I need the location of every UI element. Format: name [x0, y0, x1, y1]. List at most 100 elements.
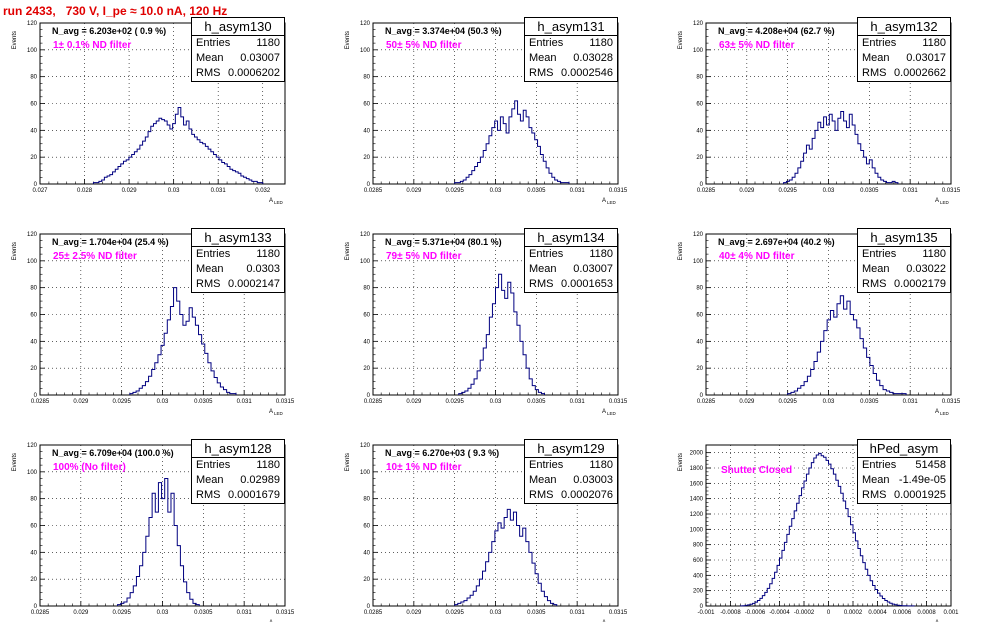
y-tick-label: 100 [27, 259, 38, 265]
stats-label: Mean [529, 263, 557, 275]
stats-label: RMS [529, 489, 554, 501]
stats-title: hPed_asym [858, 440, 950, 458]
x-tick-label: 0.0315 [276, 399, 295, 405]
y-tick-label: 100 [693, 259, 704, 265]
x-tick-label: 0.029 [73, 399, 89, 405]
y-tick-label: 80 [30, 286, 37, 292]
n-avg-note: N_avg = 2.697e+04 (40.2 %) [718, 237, 835, 247]
y-tick-label: 20 [30, 366, 37, 372]
x-tick-label: 0.029 [73, 610, 89, 616]
y-axis-label: Events [345, 31, 351, 49]
y-tick-label: 0 [34, 393, 38, 399]
y-tick-label: 40 [696, 128, 703, 134]
x-tick-label: 0.0285 [364, 188, 383, 194]
x-tick-label: 0.0315 [609, 188, 628, 194]
y-tick-label: 60 [30, 313, 37, 319]
stats-label: Entries [529, 248, 564, 260]
stats-label: Mean [862, 474, 890, 486]
x-tick-label: 0.029 [406, 399, 422, 405]
x-axis-label-subscript: LED [607, 200, 617, 205]
x-tick-label: 0.0315 [942, 188, 961, 194]
y-tick-label: 0 [700, 393, 704, 399]
stats-row-rms: RMS 0.0002147 [192, 277, 284, 292]
x-axis-label: A [269, 409, 273, 415]
y-tick-label: 1800 [690, 466, 704, 472]
y-tick-label: 40 [30, 339, 37, 345]
stats-title: h_asym135 [858, 229, 950, 247]
x-tick-label: 0.027 [32, 188, 48, 194]
x-tick-label: -0.0004 [769, 610, 790, 616]
x-tick-label: 0.0295 [112, 399, 131, 405]
stats-label: RMS [862, 278, 887, 290]
n-avg-note: N_avg = 3.374e+04 (50.3 %) [385, 26, 502, 36]
x-tick-label: 0.031 [211, 188, 227, 194]
y-tick-label: 20 [363, 577, 370, 583]
y-tick-label: 20 [30, 577, 37, 583]
x-tick-label: 0.0285 [364, 399, 383, 405]
stats-label: RMS [529, 278, 554, 290]
x-tick-label: -0.0002 [794, 610, 815, 616]
y-tick-label: 100 [27, 470, 38, 476]
stats-label: Mean [196, 52, 224, 64]
stats-box-h_asym135: h_asym135 Entries 1180 Mean 0.03022 RMS 0.0002… [857, 228, 951, 293]
x-tick-label: 0.0295 [445, 610, 464, 616]
stats-label: Mean [196, 263, 224, 275]
y-tick-label: 40 [363, 550, 370, 556]
stats-row-entries: Entries 1180 [192, 247, 284, 262]
y-tick-label: 120 [693, 232, 704, 238]
filter-label: 100% (No filter) [53, 462, 126, 473]
histogram-panel-h_asym128: 0.0285 0.029 0.0295 0.03 0.0305 0.031 0.0315 0 2… [12, 443, 295, 622]
y-tick-label: 40 [696, 339, 703, 345]
n-avg-note: N_avg = 6.270e+03 ( 9.3 %) [385, 448, 500, 458]
stats-row-mean: Mean 0.03003 [525, 473, 617, 488]
x-tick-label: 0.029 [739, 188, 755, 194]
x-axis-label: A [269, 620, 273, 622]
y-axis-label: Events [678, 242, 684, 260]
stats-title: h_asym133 [192, 229, 284, 247]
n-avg-note: N_avg = 6.203e+02 ( 0.9 %) [52, 26, 167, 36]
stats-row-mean: Mean 0.03028 [525, 51, 617, 66]
y-tick-label: 80 [363, 497, 370, 503]
y-tick-label: 80 [30, 75, 37, 81]
stats-row-rms: RMS 0.0002662 [858, 66, 950, 81]
stats-label: RMS [196, 278, 221, 290]
y-tick-label: 400 [693, 573, 704, 579]
x-tick-label: 0.0008 [917, 610, 936, 616]
stats-value: 1180 [589, 37, 613, 49]
y-tick-label: 120 [27, 232, 38, 238]
histogram-series-hPed_asym [739, 452, 915, 607]
stats-value: 1180 [256, 459, 280, 471]
x-tick-label: 0.0295 [778, 188, 797, 194]
y-tick-label: 40 [30, 128, 37, 134]
stats-value: 0.0002662 [894, 67, 946, 79]
y-tick-label: 40 [363, 339, 370, 345]
stats-box-h_asym128: h_asym128 Entries 1180 Mean 0.02989 RMS 0.0001… [191, 439, 285, 504]
stats-row-mean: Mean 0.03007 [192, 51, 284, 66]
y-tick-label: 2000 [690, 451, 704, 457]
filter-label: 79± 5% ND filter [386, 251, 462, 262]
stats-label: Entries [862, 37, 897, 49]
x-tick-label: 0.0305 [860, 399, 879, 405]
stats-value: -1.49e-05 [898, 474, 946, 486]
stats-box-h_asym134: h_asym134 Entries 1180 Mean 0.03007 RMS 0.0001… [524, 228, 618, 293]
y-tick-label: 800 [693, 543, 704, 549]
stats-label: Entries [529, 37, 564, 49]
stats-row-mean: Mean 0.03022 [858, 262, 950, 277]
x-tick-label: 0.028 [77, 188, 93, 194]
y-tick-label: 60 [696, 313, 703, 319]
stats-row-mean: Mean 0.0303 [192, 262, 284, 277]
y-tick-label: 1000 [690, 527, 704, 533]
x-tick-label: 0.03 [490, 610, 502, 616]
x-tick-label: 0.0305 [194, 399, 213, 405]
x-tick-label: 0.031 [903, 399, 919, 405]
x-axis-label-subscript: LED [940, 200, 950, 205]
filter-label: 40± 4% ND filter [719, 251, 795, 262]
x-tick-label: 0.0305 [194, 610, 213, 616]
y-tick-label: 0 [367, 182, 371, 188]
x-tick-label: 0.0315 [609, 399, 628, 405]
y-axis-label: Events [12, 31, 18, 49]
stats-value: 0.0006202 [228, 67, 280, 79]
stats-value: 1180 [922, 37, 946, 49]
x-tick-label: 0.0315 [609, 610, 628, 616]
